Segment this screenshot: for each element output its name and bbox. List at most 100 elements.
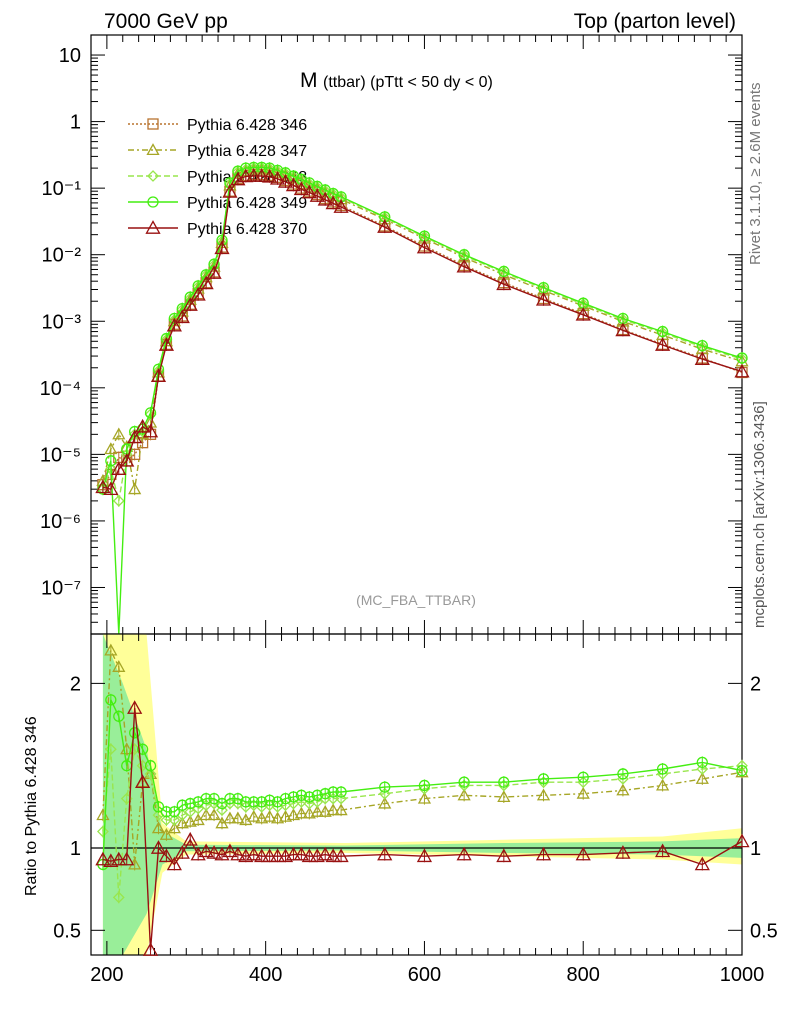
ratio-point: [575, 846, 591, 861]
main-point: [119, 452, 135, 467]
ratio-point: [104, 643, 118, 656]
rivet-label: Rivet 3.1.10, ≥ 2.6M events: [747, 83, 764, 266]
main-point: [198, 275, 214, 290]
ratio-point: [311, 789, 323, 801]
legend-marker: [147, 170, 159, 182]
ratio-point: [112, 891, 125, 904]
ratio-point: [317, 846, 333, 861]
ratio-point: [458, 776, 470, 788]
ratio-point: [287, 791, 300, 803]
ratio-point: [285, 846, 302, 861]
ratio-point: [378, 796, 392, 809]
legend-entry: Pythia 6.428 349: [128, 195, 307, 212]
ratio-series-line: [102, 708, 743, 951]
ratio-panel: Ratio to Pythia 6.428 346 0.5 0.5 1 1 2 2 200 4…: [23, 633, 778, 986]
ratio-point: [263, 794, 276, 806]
main-point: [134, 418, 151, 433]
ratio-point: [286, 808, 301, 821]
ratio-point: [303, 791, 315, 803]
ratio-frame: [90, 633, 743, 956]
main-point: [277, 174, 294, 188]
ratio-point: [183, 814, 197, 827]
main-series-2: [96, 162, 748, 507]
main-point: [190, 286, 206, 301]
main-point: [615, 322, 631, 337]
ratio-point: [184, 805, 197, 818]
main-series-line: [102, 167, 743, 502]
main-point: [127, 429, 143, 444]
main-point: [269, 170, 286, 185]
main-point: [128, 482, 142, 495]
ratio-point: [246, 846, 262, 861]
ratio-point: [294, 806, 308, 819]
ratio-point: [231, 811, 245, 824]
ratio-point: [335, 792, 347, 805]
ratio-point: [694, 856, 710, 871]
ratio-point: [270, 811, 285, 824]
ratio-point: [129, 727, 141, 739]
main-point: [734, 363, 750, 378]
ratio-point: [537, 776, 550, 789]
ratio-y-tick-label: 0.5: [53, 920, 81, 942]
main-point: [309, 188, 325, 202]
ratio-point: [136, 743, 149, 755]
main-point: [416, 239, 433, 254]
ratio-point: [216, 804, 228, 817]
ratio-point: [168, 806, 181, 818]
ratio-point: [418, 779, 431, 792]
ratio-point: [656, 778, 670, 791]
ratio-point: [310, 804, 324, 817]
main-point: [377, 219, 393, 233]
ratio-point: [247, 809, 261, 822]
ratio-point: [335, 786, 347, 798]
ratio-point: [158, 848, 175, 863]
x-tick-label: 800: [567, 964, 600, 986]
ratio-point: [656, 763, 669, 775]
ratio-point: [326, 803, 340, 816]
ratio-point: [536, 788, 551, 801]
y-tick-label: 10⁻⁷: [41, 577, 81, 599]
ratio-series-line: [102, 746, 743, 898]
ratio-series-0: [96, 643, 749, 871]
main-point: [150, 368, 167, 382]
ratio-point: [151, 821, 166, 834]
ratio-point: [497, 790, 511, 803]
ratio-point: [301, 848, 317, 863]
ratio-point: [577, 771, 589, 783]
ratio-y-tick-label-right: 2: [750, 673, 761, 695]
ratio-point: [378, 787, 391, 800]
main-point: [656, 325, 669, 338]
ratio-point: [248, 796, 260, 808]
ratio-point: [537, 773, 550, 785]
ratio-series-2: [97, 693, 748, 871]
ratio-point: [325, 848, 341, 863]
plot-title-main: M: [300, 69, 318, 92]
ratio-point: [498, 776, 510, 788]
main-point: [158, 337, 175, 351]
legend-marker: [147, 118, 159, 130]
ratio-point: [418, 782, 431, 795]
ratio-point: [223, 811, 237, 824]
ratio-point: [457, 788, 471, 801]
header-right: Top (parton level): [574, 10, 736, 33]
ratio-point: [95, 851, 111, 866]
ratio-point: [182, 831, 198, 846]
main-point: [317, 191, 333, 206]
legend-label: Pythia 6.428 349: [187, 195, 307, 212]
ratio-point: [184, 797, 196, 810]
main-point: [95, 479, 111, 494]
main-point: [222, 184, 238, 198]
main-point: [254, 168, 270, 182]
ratio-point: [240, 796, 252, 808]
legend-label: Pythia 6.428 347: [187, 143, 307, 160]
ratio-band-1: [102, 634, 742, 955]
main-point: [103, 481, 119, 496]
header-left: 7000 GeV pp: [104, 10, 228, 33]
ratio-point: [696, 763, 709, 775]
main-point: [736, 352, 748, 364]
ratio-point: [617, 768, 629, 780]
ratio-point: [113, 710, 125, 722]
ratio-point: [119, 851, 135, 866]
legend-label: Pythia 6.428 370: [187, 221, 307, 238]
ratio-point: [417, 791, 432, 804]
